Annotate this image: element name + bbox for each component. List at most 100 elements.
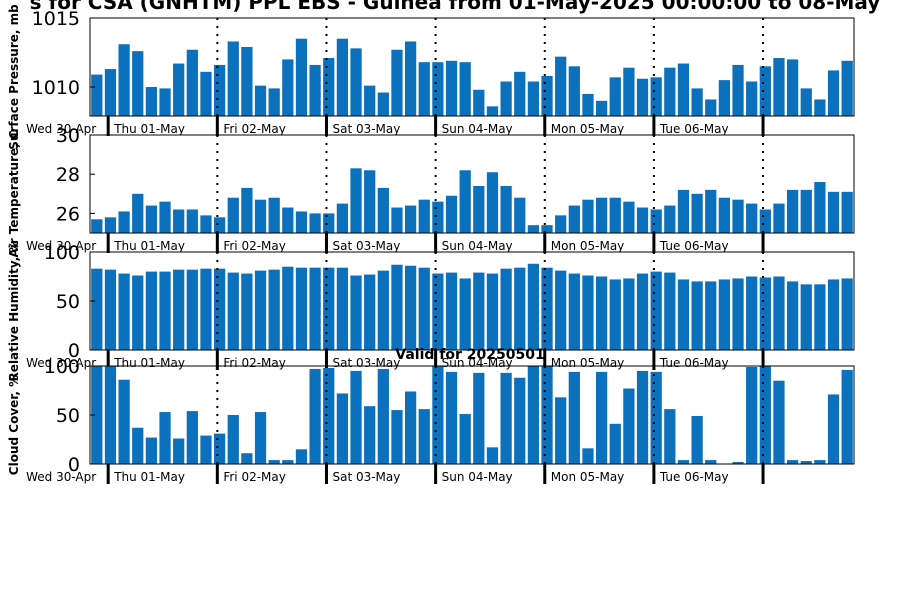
bar-2-12 xyxy=(241,187,253,233)
bar-4-22 xyxy=(377,368,389,464)
bar-4-14 xyxy=(268,460,280,464)
plot-frame xyxy=(89,17,855,117)
bar-4-39 xyxy=(609,423,621,464)
bar-3-55 xyxy=(827,279,840,350)
bar-3-54 xyxy=(814,284,826,350)
bar-2-46 xyxy=(705,189,717,233)
bar-3-1 xyxy=(91,268,103,350)
bar-3-5 xyxy=(145,271,158,350)
bar-2-26 xyxy=(432,201,444,233)
bar-1-25 xyxy=(418,62,430,116)
y-tick-label: 30 xyxy=(56,125,80,147)
bar-4-27 xyxy=(445,371,458,464)
bar-3-24 xyxy=(404,265,417,350)
bar-3-42 xyxy=(650,271,662,350)
bar-1-26 xyxy=(432,62,444,116)
bar-2-21 xyxy=(364,170,376,233)
bar-3-49 xyxy=(746,276,758,350)
bar-4-43 xyxy=(664,409,676,464)
bar-2-49 xyxy=(746,203,758,233)
bar-4-42 xyxy=(650,371,662,464)
bar-2-48 xyxy=(732,199,744,233)
bar-3-38 xyxy=(595,276,608,350)
bar-2-8 xyxy=(186,209,198,233)
bar-4-28 xyxy=(459,414,471,464)
bar-2-28 xyxy=(459,170,471,233)
bar-2-14 xyxy=(268,197,280,233)
bar-4-4 xyxy=(132,427,144,464)
bar-3-47 xyxy=(718,279,731,350)
y-axis-label: Air Temperature, C xyxy=(7,130,21,258)
bar-3-8 xyxy=(186,269,198,350)
x-tick-label: Sat 03-May xyxy=(332,356,400,370)
bar-2-38 xyxy=(595,197,608,233)
bar-1-13 xyxy=(254,85,267,116)
bar-4-26 xyxy=(432,366,444,464)
bar-4-49 xyxy=(746,366,758,464)
bar-4-3 xyxy=(118,379,130,464)
bar-2-39 xyxy=(609,197,621,233)
bar-2-5 xyxy=(145,205,158,233)
bar-2-13 xyxy=(254,199,267,233)
bar-2-42 xyxy=(650,209,662,233)
bar-1-45 xyxy=(691,88,703,116)
bar-4-29 xyxy=(473,372,485,464)
bar-1-46 xyxy=(705,99,717,116)
x-tick-label: Sat 03-May xyxy=(332,122,400,136)
bar-3-40 xyxy=(623,278,635,350)
bar-2-31 xyxy=(500,185,512,233)
x-tick-label: Wed 30-Apr xyxy=(26,356,96,370)
x-tick-label: Sun 04-May xyxy=(442,122,513,136)
bar-1-1 xyxy=(91,74,103,116)
bar-4-31 xyxy=(500,372,512,464)
bar-3-21 xyxy=(364,274,376,350)
x-tick-label: Thu 01-May xyxy=(113,470,185,484)
bar-4-41 xyxy=(636,370,649,464)
bar-1-19 xyxy=(336,38,349,117)
bar-1-40 xyxy=(623,67,635,116)
bar-2-33 xyxy=(527,225,540,233)
x-tick-label: Fri 02-May xyxy=(223,470,286,484)
x-tick-label: Sun 04-May xyxy=(442,470,513,484)
bar-3-22 xyxy=(377,270,389,350)
y-tick-label: 100 xyxy=(44,242,80,264)
bar-4-35 xyxy=(555,397,567,464)
x-tick-label: Wed 30-Apr xyxy=(26,122,96,136)
x-tick-label: Thu 01-May xyxy=(113,122,185,136)
bar-3-44 xyxy=(677,279,690,350)
bar-4-5 xyxy=(145,437,158,464)
bar-4-30 xyxy=(486,447,499,464)
bar-2-25 xyxy=(418,199,430,233)
bar-1-15 xyxy=(282,59,294,116)
bar-1-34 xyxy=(541,75,553,116)
y-axis-label: Surface Pressure, mb xyxy=(7,4,21,150)
bar-2-36 xyxy=(568,205,580,233)
bar-3-9 xyxy=(200,268,212,350)
y-tick-label: 50 xyxy=(56,405,80,427)
bar-2-45 xyxy=(691,193,703,233)
bar-2-34 xyxy=(541,225,553,233)
x-tick-label: Thu 01-May xyxy=(113,356,185,370)
bar-4-1 xyxy=(91,366,103,464)
bar-2-53 xyxy=(800,189,812,233)
x-tick-label: Sat 03-May xyxy=(332,239,400,253)
bar-3-14 xyxy=(268,269,280,350)
bar-2-10 xyxy=(213,217,226,233)
bar-1-41 xyxy=(636,78,649,116)
bar-3-16 xyxy=(295,267,308,350)
bar-3-13 xyxy=(254,270,267,350)
bar-3-17 xyxy=(309,267,321,350)
bar-2-50 xyxy=(759,209,771,233)
bar-4-10 xyxy=(213,433,226,464)
bar-1-47 xyxy=(718,80,731,116)
bar-3-23 xyxy=(391,264,403,350)
bar-1-22 xyxy=(377,92,389,116)
bar-4-15 xyxy=(282,460,294,464)
x-tick-label: Mon 05-May xyxy=(551,356,625,370)
bar-3-33 xyxy=(527,263,540,350)
bar-2-40 xyxy=(623,201,635,233)
bar-1-2 xyxy=(104,69,117,116)
bar-2-35 xyxy=(555,215,567,233)
y-tick-label: 28 xyxy=(56,164,80,186)
